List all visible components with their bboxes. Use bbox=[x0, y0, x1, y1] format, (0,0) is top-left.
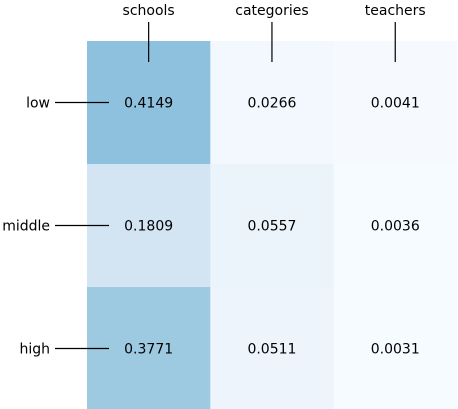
row-ticks: low middle high bbox=[2, 96, 109, 358]
cell-value-label: 0.3771 bbox=[124, 342, 173, 358]
row-tick-label-high: high bbox=[19, 342, 50, 358]
cell-value-label: 0.0266 bbox=[247, 96, 296, 112]
heatmap-cell-high-teachers bbox=[333, 287, 458, 409]
cell-value-label: 0.0511 bbox=[247, 342, 296, 358]
cell-value-label: 0.0041 bbox=[371, 96, 420, 112]
heatmap-cell-middle-teachers bbox=[333, 164, 458, 288]
cell-value-label: 0.0036 bbox=[371, 219, 420, 235]
cell-value-label: 0.1809 bbox=[124, 219, 173, 235]
column-tick-label-schools: schools bbox=[123, 3, 175, 19]
cell-value-label: 0.0031 bbox=[371, 342, 420, 358]
heatmap-cell-high-categories bbox=[210, 287, 335, 409]
cell-value-label: 0.0557 bbox=[247, 219, 296, 235]
heatmap-cells bbox=[87, 41, 458, 409]
heatmap-cell-middle-categories bbox=[210, 164, 335, 288]
row-tick-label-low: low bbox=[26, 96, 50, 112]
column-ticks: schools categories teachers bbox=[123, 3, 426, 62]
column-tick-label-categories: categories bbox=[235, 3, 308, 19]
row-tick-label-middle: middle bbox=[2, 219, 50, 235]
cell-value-labels: 0.4149 0.0266 0.0041 0.1809 0.0557 0.0036 0.37… bbox=[124, 96, 420, 358]
cell-value-label: 0.4149 bbox=[124, 96, 173, 112]
column-tick-label-teachers: teachers bbox=[365, 3, 426, 19]
